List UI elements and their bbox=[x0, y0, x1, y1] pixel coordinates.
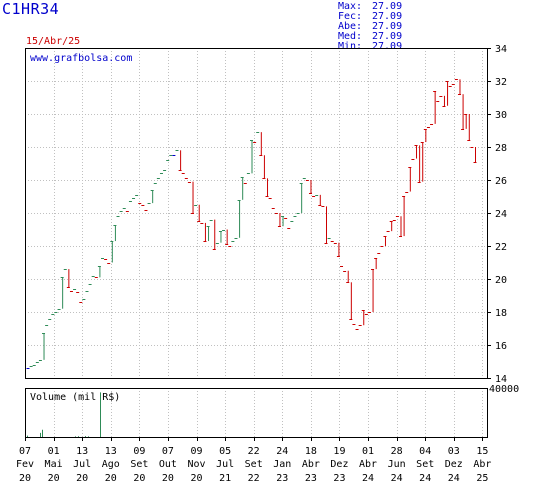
x-axis-ticks: 07 Fev 20 01 Mai 20 13 Jul 20 13 Ago 20 09 Set 20 07 Out… bbox=[16, 437, 491, 484]
x-tick-month: Fev bbox=[16, 459, 34, 470]
stat-close-value: 27.09 bbox=[372, 11, 403, 22]
x-tick-day: 09 bbox=[190, 446, 202, 457]
x-tick-day: 04 bbox=[419, 446, 431, 457]
x-tick-year: 24 bbox=[391, 473, 403, 484]
price-y-tick-label: 18 bbox=[495, 308, 507, 319]
stat-min-value: 27.09 bbox=[372, 41, 403, 52]
volume-bars bbox=[27, 392, 101, 437]
x-tick-month: Out bbox=[159, 459, 177, 470]
price-y-tick-label: 16 bbox=[495, 341, 507, 352]
x-tick-day: 03 bbox=[448, 446, 460, 457]
x-tick-year: 25 bbox=[476, 473, 488, 484]
price-y-tick-label: 30 bbox=[495, 110, 507, 121]
x-tick-year: 24 bbox=[362, 473, 374, 484]
x-tick-year: 20 bbox=[190, 473, 202, 484]
x-tick-day: 01 bbox=[48, 446, 60, 457]
x-tick-day: 07 bbox=[162, 446, 174, 457]
x-tick-day: 09 bbox=[133, 446, 145, 457]
x-tick-day: 15 bbox=[476, 446, 488, 457]
price-y-ticks: 14 16 18 20 22 24 26 28 30 32 34 40000 bbox=[487, 44, 519, 395]
x-tick-month: Abr bbox=[359, 459, 377, 470]
price-y-tick-label: 24 bbox=[495, 209, 507, 220]
chart-date: 15/Abr/25 bbox=[26, 36, 81, 47]
volume-title: Volume (mil R$) bbox=[30, 392, 120, 403]
x-tick-month: Mai bbox=[45, 459, 63, 470]
stat-close: Fec: 27.09 bbox=[338, 12, 402, 22]
stat-avg-label: Med: bbox=[338, 31, 363, 42]
x-tick-month: Jan bbox=[273, 459, 291, 470]
price-y-tick-label: 34 bbox=[495, 44, 507, 55]
x-tick-year: 23 bbox=[305, 473, 317, 484]
x-tick-day: 19 bbox=[333, 446, 345, 457]
x-tick-month: Ago bbox=[102, 459, 120, 470]
stat-max-label: Max: bbox=[338, 1, 363, 12]
volume-plot-frame bbox=[25, 388, 488, 438]
price-bars bbox=[26, 79, 477, 369]
x-tick-year: 20 bbox=[48, 473, 60, 484]
x-tick-day: 18 bbox=[305, 446, 317, 457]
x-tick-month: Dez bbox=[330, 459, 348, 470]
x-tick-year: 20 bbox=[133, 473, 145, 484]
ticker-symbol: C1HR34 bbox=[2, 0, 60, 18]
price-y-tick-label: 14 bbox=[495, 374, 507, 385]
stat-max-value: 27.09 bbox=[372, 1, 403, 12]
x-tick-day: 28 bbox=[391, 446, 403, 457]
price-y-tick-label: 32 bbox=[495, 77, 507, 88]
x-tick-day: 13 bbox=[76, 446, 88, 457]
stat-open: Abe: 27.09 bbox=[338, 22, 402, 32]
x-tick-year: 20 bbox=[162, 473, 174, 484]
x-tick-year: 22 bbox=[248, 473, 260, 484]
x-tick-month: Dez bbox=[445, 459, 463, 470]
x-tick-year: 20 bbox=[76, 473, 88, 484]
source-watermark: www.grafbolsa.com bbox=[30, 53, 132, 64]
x-tick-day: 13 bbox=[105, 446, 117, 457]
x-tick-month: Set bbox=[130, 459, 148, 470]
price-y-tick-label: 28 bbox=[495, 143, 507, 154]
x-tick-year: 20 bbox=[19, 473, 31, 484]
x-tick-month: Jul bbox=[73, 459, 91, 470]
x-tick-month: Jun bbox=[388, 459, 406, 470]
price-plot-frame bbox=[25, 48, 488, 379]
x-tick-year: 23 bbox=[333, 473, 345, 484]
x-tick-day: 05 bbox=[219, 446, 231, 457]
x-tick-month: Set bbox=[245, 459, 263, 470]
x-tick-month: Set bbox=[416, 459, 434, 470]
x-tick-year: 24 bbox=[448, 473, 460, 484]
x-tick-day: 24 bbox=[276, 446, 288, 457]
stat-min: Min: 27.09 bbox=[338, 42, 402, 52]
x-tick-month: Nov bbox=[187, 459, 205, 470]
stat-open-label: Abe: bbox=[338, 21, 363, 32]
price-y-tick-label: 20 bbox=[495, 275, 507, 286]
price-stats: Max: 27.09 Fec: 27.09 Abe: 27.09 Med: 27.09 … bbox=[338, 2, 402, 52]
price-grid bbox=[25, 48, 487, 379]
x-tick-month: Jul bbox=[216, 459, 234, 470]
price-y-tick-label: 22 bbox=[495, 242, 507, 253]
x-tick-year: 23 bbox=[276, 473, 288, 484]
x-tick-month: Abr bbox=[302, 459, 320, 470]
x-tick-day: 07 bbox=[19, 446, 31, 457]
x-tick-day: 01 bbox=[362, 446, 374, 457]
x-tick-day: 22 bbox=[248, 446, 260, 457]
stat-avg: Med: 27.09 bbox=[338, 32, 402, 42]
stat-open-value: 27.09 bbox=[372, 21, 403, 32]
stat-max: Max: 27.09 bbox=[338, 2, 402, 12]
price-y-tick-label: 26 bbox=[495, 176, 507, 187]
x-tick-year: 21 bbox=[219, 473, 231, 484]
x-tick-year: 20 bbox=[105, 473, 117, 484]
x-tick-year: 24 bbox=[419, 473, 431, 484]
x-tick-month: Abr bbox=[473, 459, 491, 470]
volume-y-tick-label: 40000 bbox=[489, 384, 519, 395]
stat-close-label: Fec: bbox=[338, 11, 363, 22]
stat-min-label: Min: bbox=[338, 41, 363, 52]
stat-avg-value: 27.09 bbox=[372, 31, 403, 42]
